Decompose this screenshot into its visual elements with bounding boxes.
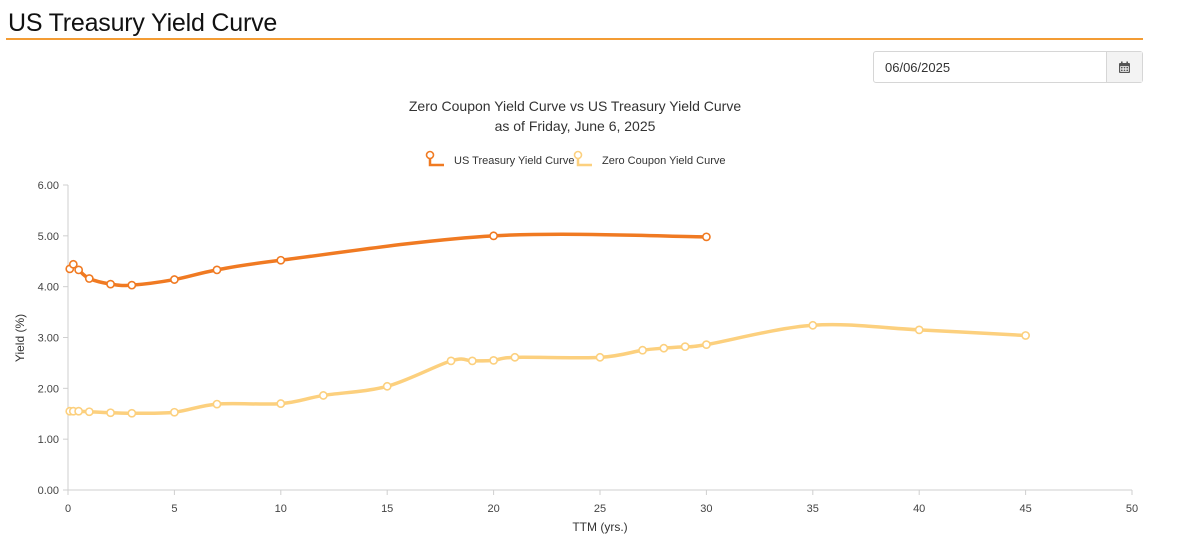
y-tick-label: 2.00 xyxy=(38,383,59,395)
chart-axes: 0.00 1.00 2.00 3.00 4.00 5.00 6.00 0 5 10 15 20 25 30… xyxy=(38,180,1139,515)
treasury-data-point[interactable] xyxy=(702,232,711,242)
treasury-data-point[interactable] xyxy=(212,265,222,275)
zero-coupon-data-point[interactable] xyxy=(638,345,647,355)
legend-label: Zero Coupon Yield Curve xyxy=(602,155,726,167)
treasury-data-point[interactable] xyxy=(489,231,498,241)
zero-coupon-data-point[interactable] xyxy=(510,352,520,362)
chart-plot-area xyxy=(65,231,1030,418)
treasury-series-line xyxy=(68,232,709,288)
x-axis-label: TTM (yrs.) xyxy=(572,520,627,534)
zero-coupon-data-point[interactable] xyxy=(680,342,690,352)
date-input[interactable] xyxy=(874,52,1106,82)
zero-coupon-data-point[interactable] xyxy=(659,343,669,353)
zero-coupon-data-point[interactable] xyxy=(489,355,498,365)
calendar-button[interactable] xyxy=(1106,52,1142,82)
zero-coupon-data-point[interactable] xyxy=(212,399,222,409)
x-tick-label: 10 xyxy=(275,503,287,515)
x-tick-label: 0 xyxy=(65,503,71,515)
legend-item-zero-coupon[interactable]: Zero Coupon Yield Curve xyxy=(573,150,726,168)
y-tick-label: 0.00 xyxy=(38,485,59,497)
treasury-data-point[interactable] xyxy=(84,274,94,283)
zero-coupon-data-point[interactable] xyxy=(106,408,115,418)
x-tick-label: 50 xyxy=(1126,503,1138,515)
legend-item-treasury[interactable]: US Treasury Yield Curve xyxy=(425,150,575,168)
zero-coupon-data-point[interactable] xyxy=(84,407,94,417)
treasury-data-point[interactable] xyxy=(74,265,84,275)
zero-coupon-data-point[interactable] xyxy=(467,356,477,366)
treasury-data-point[interactable] xyxy=(276,255,286,265)
zero-coupon-data-point[interactable] xyxy=(595,352,605,362)
zero-coupon-data-point[interactable] xyxy=(446,356,456,366)
zero-coupon-data-point[interactable] xyxy=(318,391,328,400)
zero-coupon-data-point[interactable] xyxy=(74,406,84,416)
x-tick-label: 25 xyxy=(594,503,606,515)
y-tick-label: 5.00 xyxy=(38,231,59,243)
y-tick-label: 3.00 xyxy=(38,333,59,345)
x-tick-label: 5 xyxy=(171,503,177,515)
zero-coupon-data-point[interactable] xyxy=(1021,331,1030,340)
y-tick-label: 1.00 xyxy=(38,434,59,446)
treasury-data-point[interactable] xyxy=(169,275,179,284)
x-tick-label: 45 xyxy=(1019,503,1031,515)
legend-marker xyxy=(573,150,583,160)
chart-legend: US Treasury Yield Curve Zero Coupon Yield… xyxy=(425,150,726,168)
zero-coupon-series-line xyxy=(68,322,1028,416)
calendar-icon xyxy=(1119,61,1130,73)
x-tick-label: 35 xyxy=(807,503,819,515)
x-tick-label: 40 xyxy=(913,503,925,515)
zero-coupon-data-point[interactable] xyxy=(914,325,924,335)
y-tick-label: 4.00 xyxy=(38,282,59,294)
zero-coupon-data-point[interactable] xyxy=(702,340,711,350)
treasury-data-point[interactable] xyxy=(127,280,137,290)
x-tick-label: 30 xyxy=(700,503,712,515)
treasury-data-point[interactable] xyxy=(68,259,78,269)
legend-label: US Treasury Yield Curve xyxy=(454,155,574,167)
y-tick-label: 6.00 xyxy=(38,180,59,192)
page-title: US Treasury Yield Curve xyxy=(8,9,278,37)
zero-coupon-data-point[interactable] xyxy=(808,320,818,330)
zero-coupon-data-point[interactable] xyxy=(276,399,286,408)
zero-coupon-data-point[interactable] xyxy=(127,408,137,418)
page-header: US Treasury Yield Curve xyxy=(6,0,1143,40)
date-picker[interactable] xyxy=(873,51,1143,83)
x-tick-label: 20 xyxy=(487,503,499,515)
x-tick-label: 15 xyxy=(381,503,393,515)
chart-subtitle: as of Friday, June 6, 2025 xyxy=(495,118,656,134)
treasury-data-point[interactable] xyxy=(106,279,115,289)
chart-title: Zero Coupon Yield Curve vs US Treasury Y… xyxy=(409,98,741,114)
zero-coupon-data-point[interactable] xyxy=(382,381,392,391)
legend-marker xyxy=(425,150,435,160)
zero-coupon-data-point[interactable] xyxy=(169,407,179,417)
y-axis-label: Yield (%) xyxy=(13,314,27,362)
